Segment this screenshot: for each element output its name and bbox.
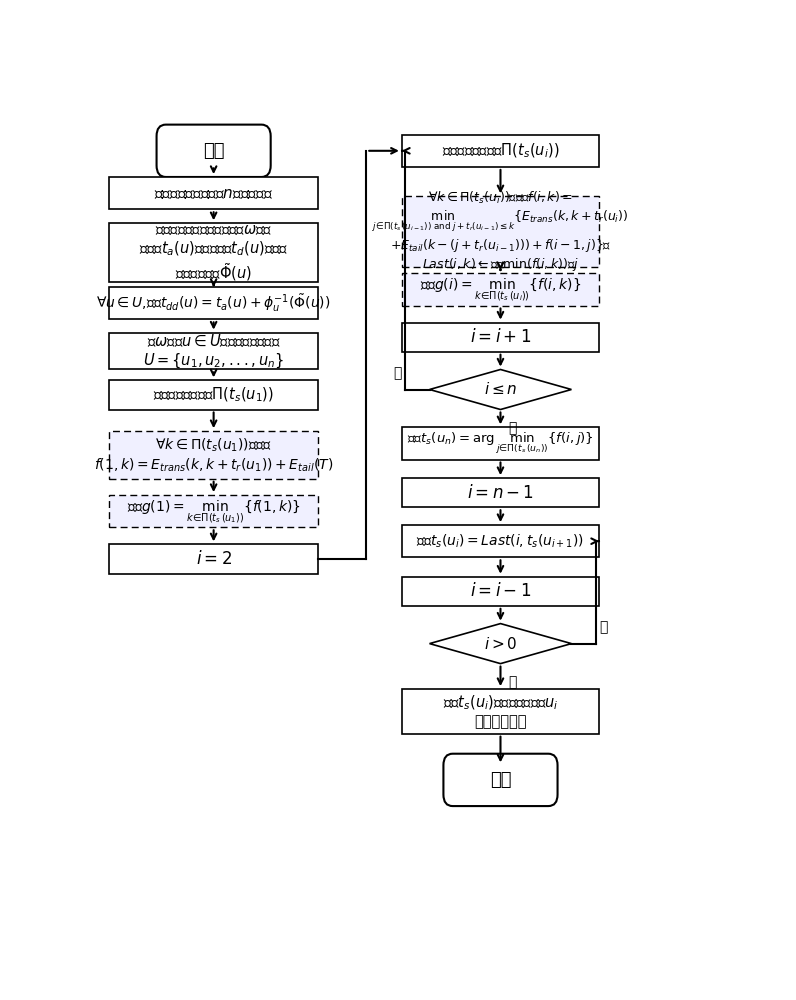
Text: 计算$t_s(u_i)=Last(i,t_s(u_{i+1}))$: 计算$t_s(u_i)=Last(i,t_s(u_{i+1}))$ [416, 532, 584, 550]
Polygon shape [430, 624, 572, 664]
Bar [402, 427, 599, 460]
Bar [402, 196, 599, 267]
Bar [109, 495, 318, 527]
Text: $\forall k\in\Pi(t_s(u_i))$，计算$f(i,k)=$
$\min_{j\in\Pi(t_s(u_{i-1}))\mathrm{\ an: $\forall k\in\Pi(t_s(u_i))$，计算$f(i,k)=$ … [373, 190, 629, 273]
Text: $i=i+1$: $i=i+1$ [470, 328, 531, 346]
Text: 构造离散时隙集合$\Pi(t_s(u_i))$: 构造离散时隙集合$\Pi(t_s(u_i))$ [442, 142, 560, 160]
Bar [109, 287, 318, 319]
Text: $i\leq n$: $i\leq n$ [484, 381, 517, 397]
Bar [109, 223, 318, 282]
Text: $\forall k\in\Pi(t_s(u_1))$，计算
$f(1,k)=E_{trans}(k,k+t_r(u_1))+E_{tail}(T)$: $\forall k\in\Pi(t_s(u_1))$，计算 $f(1,k)=E… [94, 436, 334, 474]
Text: $i=2$: $i=2$ [196, 550, 232, 568]
Bar [402, 689, 599, 734]
Text: 计算$g(i)=\min_{k\in\Pi(t_s(u_i))}\{f(i,k)\}$: 计算$g(i)=\min_{k\in\Pi(t_s(u_i))}\{f(i,k)… [419, 276, 581, 303]
Bar [402, 577, 599, 606]
Text: 是: 是 [599, 620, 607, 634]
Text: 开始: 开始 [203, 142, 224, 160]
Text: $i=i-1$: $i=i-1$ [470, 582, 531, 600]
Bar [109, 380, 318, 410]
Bar [109, 431, 318, 479]
Text: 按照$t_s(u_i)$依次对任务单元$u_i$
进行调度传输: 按照$t_s(u_i)$依次对任务单元$u_i$ 进行调度传输 [443, 693, 558, 729]
Text: 构造离散时隙集合$\Pi(t_s(u_1))$: 构造离散时隙集合$\Pi(t_s(u_1))$ [153, 386, 274, 404]
Polygon shape [430, 369, 572, 410]
Text: 计算$t_s(u_n)=\arg\min_{j\in\Pi(t_s(u_n))}\{f(i,j)\}$: 计算$t_s(u_n)=\arg\min_{j\in\Pi(t_s(u_n))}… [407, 431, 594, 456]
Text: 否: 否 [508, 421, 517, 435]
Bar [109, 333, 318, 369]
Bar [402, 525, 599, 557]
Bar [109, 544, 318, 574]
Bar [402, 135, 599, 167]
Text: $i>0$: $i>0$ [484, 636, 517, 652]
Text: 输入每个任务单元调度顺序$\omega$、到
达时隙$t_a(u)$、截止期限$t_d(u)$和用户
性能需求界限$\tilde{\Phi}(u)$: 输入每个任务单元调度顺序$\omega$、到 达时隙$t_a(u)$、截止期限$… [139, 222, 288, 283]
Text: 是: 是 [393, 366, 402, 380]
Text: 计算$g(1)=\min_{k\in\Pi(t_s(u_1))}\{f(1,k)\}$: 计算$g(1)=\min_{k\in\Pi(t_s(u_1))}\{f(1,k)… [127, 498, 301, 525]
Text: 按$\omega$值对$u\in U$进行排序，结果为
$U=\{u_1,u_2,...,u_n\}$: 按$\omega$值对$u\in U$进行排序，结果为 $U=\{u_1,u_2… [143, 332, 284, 370]
FancyBboxPatch shape [443, 754, 557, 806]
Bar [402, 478, 599, 507]
Text: $i=n-1$: $i=n-1$ [467, 484, 534, 502]
Bar [402, 273, 599, 306]
Bar [109, 177, 318, 209]
Bar [402, 323, 599, 352]
Text: 分解待传输的流量为$n$个任务单元: 分解待传输的流量为$n$个任务单元 [154, 186, 273, 201]
FancyBboxPatch shape [157, 125, 271, 177]
Text: 结束: 结束 [490, 771, 511, 789]
Text: $\forall u\in U$,计算$t_{dd}(u)=t_a(u)+\phi_u^{-1}(\tilde{\Phi}(u))$: $\forall u\in U$,计算$t_{dd}(u)=t_a(u)+\ph… [96, 292, 331, 314]
Text: 否: 否 [508, 675, 517, 689]
